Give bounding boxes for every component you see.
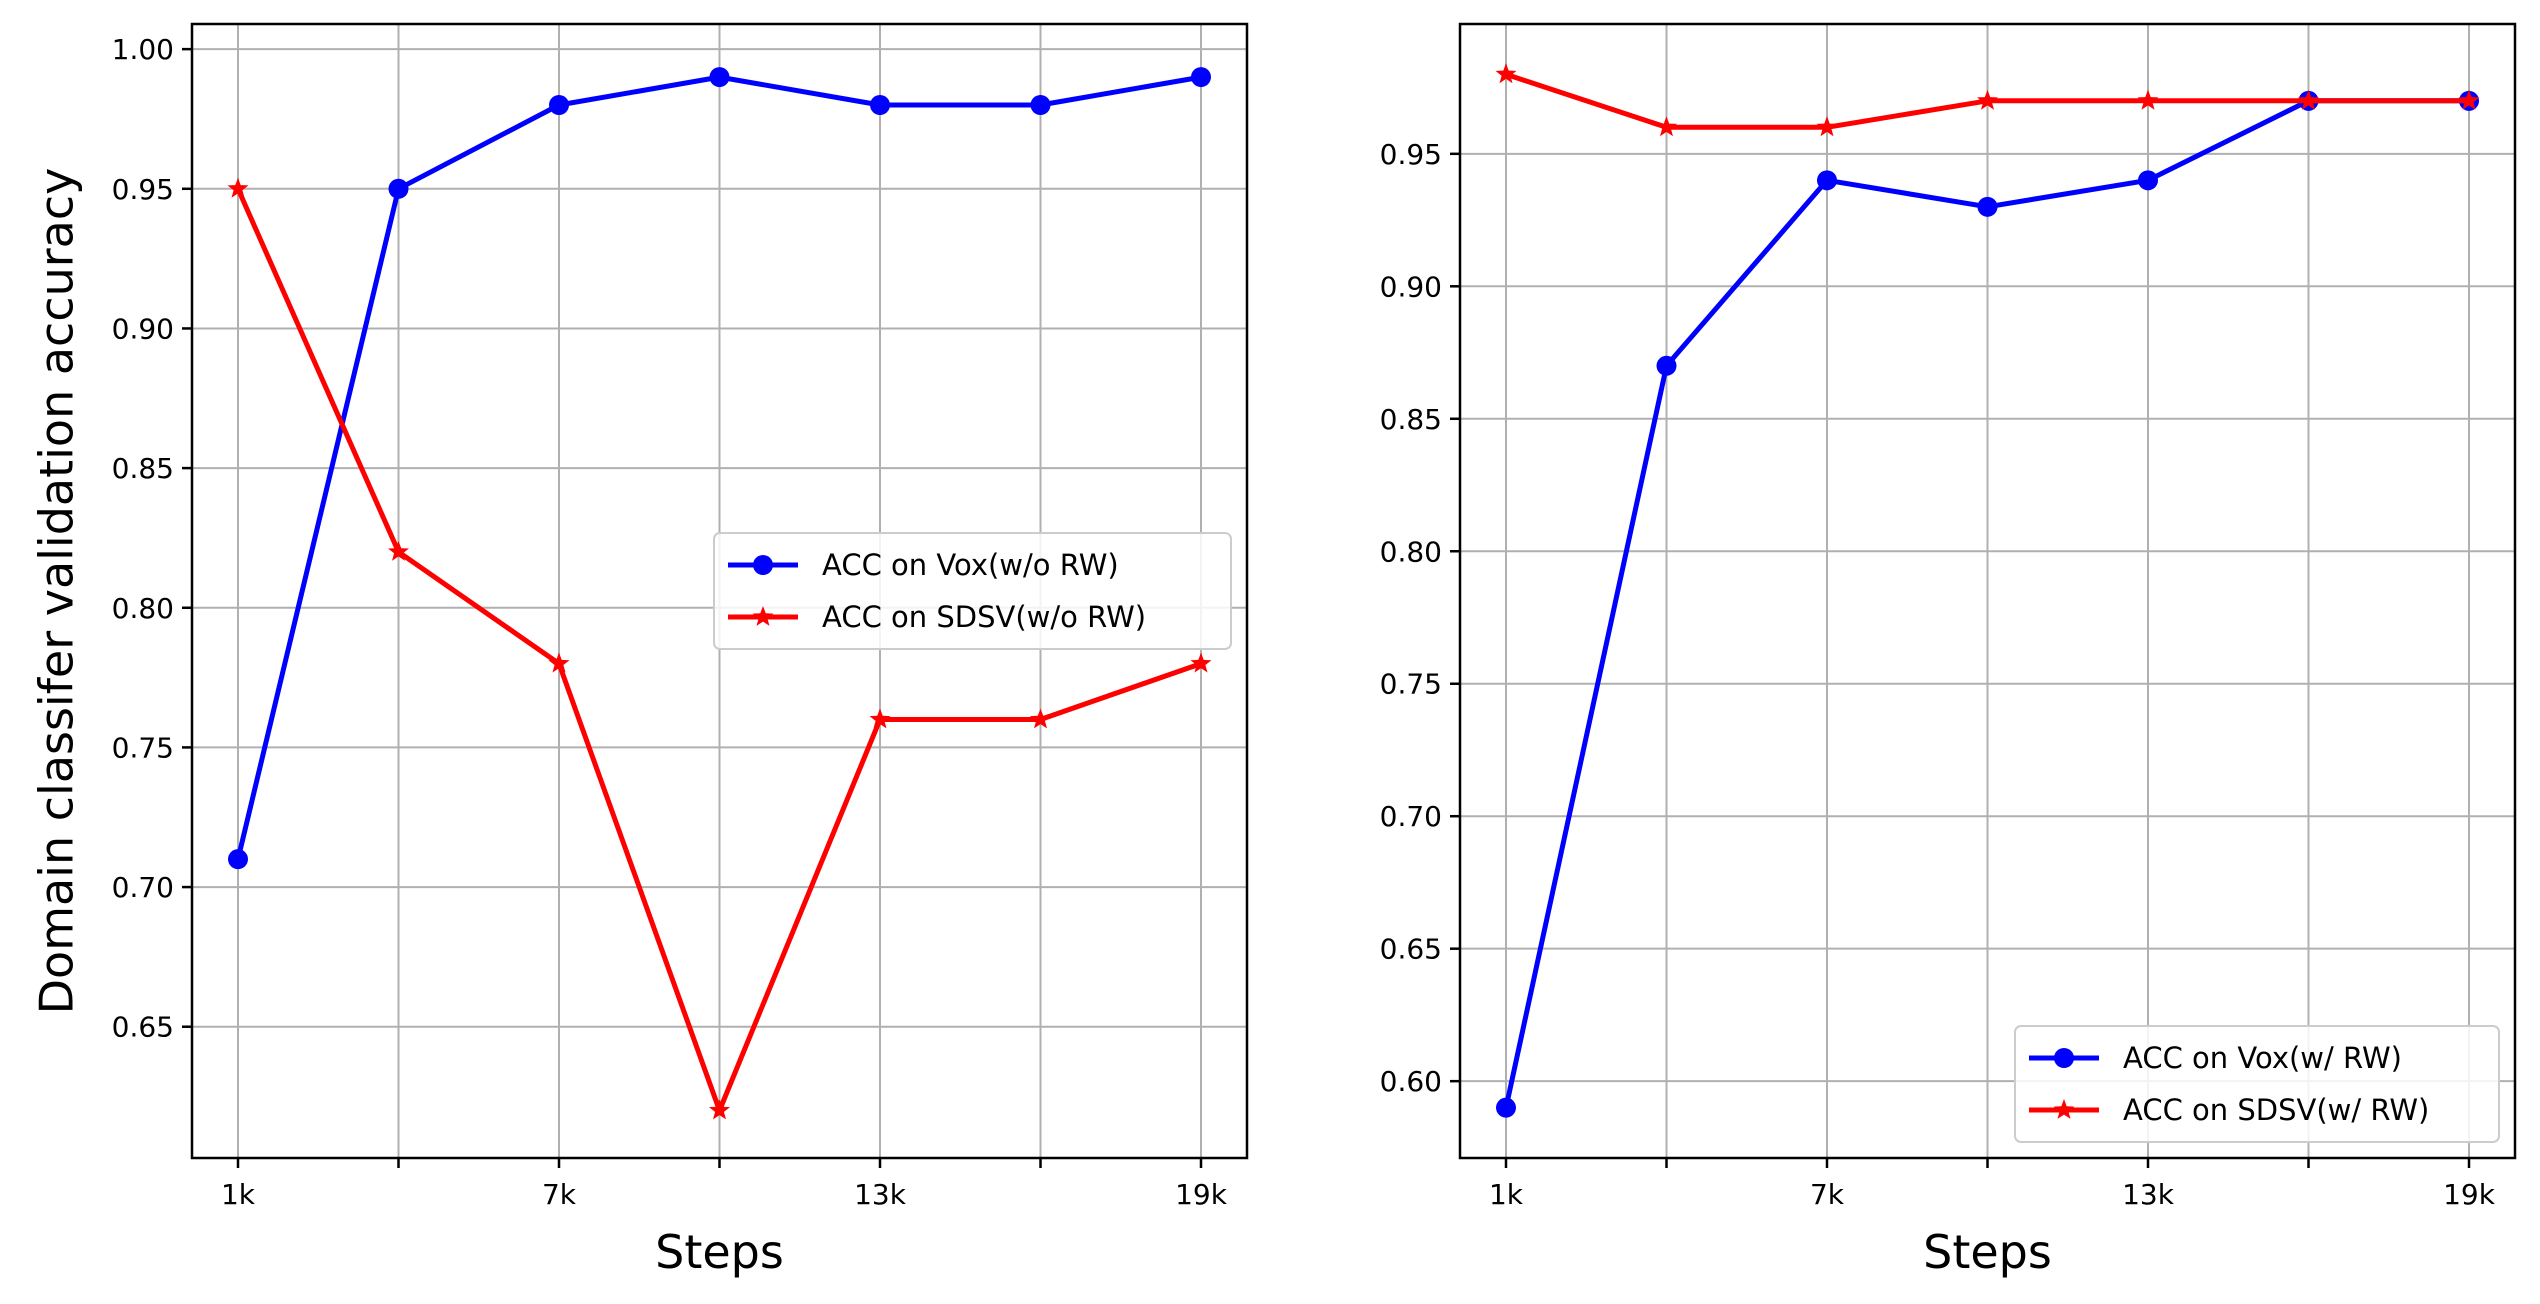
data-point xyxy=(2458,89,2480,110)
y-tick-label: 0.95 xyxy=(112,173,174,206)
x-axis-title-right: Steps xyxy=(1923,1225,2052,1279)
x-tick-label: 13k xyxy=(854,1178,907,1211)
y-tick-label: 0.85 xyxy=(1380,403,1442,436)
y-tick-label: 0.65 xyxy=(112,1011,174,1044)
data-point xyxy=(1191,67,1211,88)
data-point xyxy=(2137,89,2159,110)
data-point xyxy=(1977,196,1998,217)
legend-marker xyxy=(753,555,773,575)
legend-label: ACC on SDSV(w/o RW) xyxy=(822,600,1146,634)
y-tick-label: 0.65 xyxy=(1380,933,1442,966)
legend-right: ACC on Vox(w/ RW) ACC on SDSV(w/ RW) xyxy=(2014,1025,2500,1143)
data-point xyxy=(1190,652,1212,673)
data-point xyxy=(2298,89,2319,110)
legend-marker xyxy=(752,606,774,626)
y-tick-label: 0.95 xyxy=(1380,138,1442,171)
legend-marker xyxy=(2053,1099,2075,1119)
y-tick-label: 0.80 xyxy=(1380,535,1442,568)
chart-right: 1k 7k 13k 19k 0.60 0.65 0.70 0.75 0.80 0.85 0.90 0.… xyxy=(1380,22,2517,1279)
x-tick-label: 19k xyxy=(2443,1178,2496,1211)
data-point xyxy=(1656,355,1677,376)
data-point xyxy=(1816,116,1838,137)
y-tick-label: 0.60 xyxy=(1380,1065,1442,1098)
y-tick-label: 0.90 xyxy=(1380,270,1442,303)
y-axis-title-left: Domain classifer validation accuracy xyxy=(30,168,84,1015)
data-point xyxy=(709,67,730,88)
y-tick-label: 0.70 xyxy=(1380,800,1442,833)
y-tick-label: 0.70 xyxy=(112,871,174,904)
data-point xyxy=(1030,708,1051,729)
ticks-right: 1k 7k 13k 19k 0.60 0.65 0.70 0.75 0.80 0.85 0.90 0.… xyxy=(1380,138,2496,1211)
data-point xyxy=(549,95,569,115)
legend-box xyxy=(2014,1025,2500,1143)
y-tick-label: 0.80 xyxy=(112,592,174,625)
data-point xyxy=(1495,63,1517,84)
legend-label: ACC on Vox(w/o RW) xyxy=(822,548,1119,582)
data-point xyxy=(709,1099,730,1120)
series-right xyxy=(1495,63,2480,1118)
x-axis-title-left: Steps xyxy=(655,1225,784,1279)
data-point xyxy=(227,177,249,198)
y-tick-label: 1.00 xyxy=(112,33,174,66)
x-tick-label: 7k xyxy=(1810,1178,1845,1211)
legend-box xyxy=(713,532,1232,650)
data-point xyxy=(1030,95,1051,115)
data-point xyxy=(388,540,409,561)
chart-left: 1k 7k 13k 19k 0.65 0.70 0.75 0.80 0.85 0.90 0.95 1.… xyxy=(30,22,1249,1279)
ticks-left: 1k 7k 13k 19k 0.65 0.70 0.75 0.80 0.85 0.90 0.95 1.… xyxy=(112,33,1228,1211)
data-point xyxy=(869,708,891,729)
data-point xyxy=(388,178,409,199)
y-tick-label: 0.75 xyxy=(1380,668,1442,701)
data-point xyxy=(1977,89,1998,110)
data-point xyxy=(548,652,570,673)
series-left xyxy=(227,67,1212,1120)
data-point xyxy=(228,849,248,870)
data-point xyxy=(1656,116,1677,137)
x-tick-label: 1k xyxy=(1489,1178,1524,1211)
data-point xyxy=(1817,170,1837,191)
data-point xyxy=(1496,1097,1516,1118)
legend-label: ACC on SDSV(w/ RW) xyxy=(2123,1093,2429,1127)
y-tick-label: 0.90 xyxy=(112,312,174,345)
x-tick-label: 7k xyxy=(542,1178,577,1211)
x-tick-label: 19k xyxy=(1175,1178,1228,1211)
legend-marker xyxy=(2054,1048,2074,1068)
y-tick-label: 0.75 xyxy=(112,731,174,764)
x-tick-label: 13k xyxy=(2122,1178,2175,1211)
legend-label: ACC on Vox(w/ RW) xyxy=(2123,1041,2402,1075)
data-point xyxy=(2138,170,2158,191)
y-tick-label: 0.85 xyxy=(112,452,174,485)
legend-left: ACC on Vox(w/o RW) ACC on SDSV(w/o RW) xyxy=(713,532,1232,650)
data-point xyxy=(870,95,890,115)
x-tick-label: 1k xyxy=(221,1178,256,1211)
